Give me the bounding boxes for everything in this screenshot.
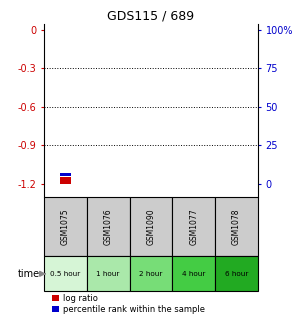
Bar	[130, 197, 172, 256]
Bar	[87, 256, 130, 291]
Text: 1 hour: 1 hour	[96, 271, 120, 277]
Bar	[60, 177, 71, 184]
Bar	[87, 197, 130, 256]
Legend: log ratio, percentile rank within the sample: log ratio, percentile rank within the sa…	[52, 294, 205, 314]
Bar	[215, 197, 258, 256]
Text: GSM1090: GSM1090	[146, 208, 155, 245]
Bar	[215, 256, 258, 291]
Text: 0.5 hour: 0.5 hour	[50, 271, 81, 277]
Text: 2 hour: 2 hour	[139, 271, 163, 277]
Bar	[172, 197, 215, 256]
Bar	[44, 197, 87, 256]
Bar	[172, 256, 215, 291]
Title: GDS115 / 689: GDS115 / 689	[107, 9, 195, 23]
Bar	[130, 256, 172, 291]
Text: GSM1075: GSM1075	[61, 208, 70, 245]
Bar	[60, 173, 71, 176]
Text: 4 hour: 4 hour	[182, 271, 205, 277]
Text: GSM1077: GSM1077	[189, 208, 198, 245]
Bar	[44, 256, 87, 291]
Text: time: time	[18, 269, 40, 279]
Text: GSM1076: GSM1076	[104, 208, 113, 245]
Text: GSM1078: GSM1078	[232, 208, 241, 245]
Text: 6 hour: 6 hour	[225, 271, 248, 277]
